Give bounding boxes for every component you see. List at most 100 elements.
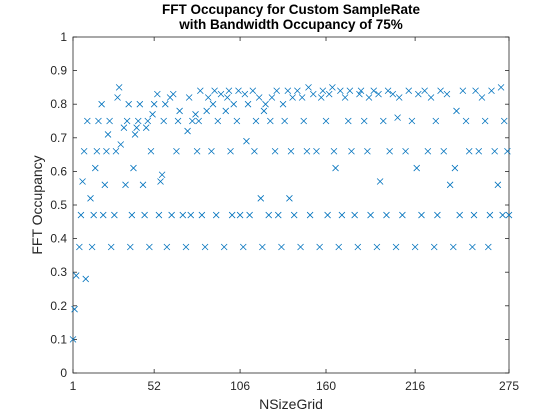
marker — [384, 87, 392, 95]
marker — [176, 107, 183, 115]
marker — [330, 147, 338, 155]
marker — [451, 164, 459, 172]
marker — [386, 147, 393, 155]
marker — [123, 117, 131, 125]
marker — [494, 181, 502, 189]
marker — [141, 211, 148, 219]
marker — [405, 87, 413, 95]
marker — [185, 94, 193, 101]
chart-title: with Bandwidth Occupancy of 75% — [178, 17, 403, 32]
marker — [201, 243, 209, 251]
marker — [268, 94, 276, 101]
marker — [329, 84, 336, 91]
plot-area — [72, 36, 510, 374]
x-tick-label: 52 — [147, 379, 161, 393]
marker — [122, 181, 129, 189]
marker — [297, 243, 304, 251]
y-tick-label: 0.7 — [50, 131, 67, 145]
marker — [450, 243, 457, 251]
marker — [462, 117, 470, 125]
marker — [104, 131, 112, 138]
marker — [212, 211, 220, 219]
marker — [380, 117, 387, 125]
marker — [259, 243, 266, 251]
marker — [430, 243, 438, 251]
marker — [169, 90, 177, 98]
marker — [271, 147, 279, 155]
y-axis-label: FFT Occupancy — [29, 155, 45, 254]
y-tick-label: 0.9 — [50, 64, 67, 78]
marker — [103, 147, 110, 155]
marker — [453, 107, 460, 115]
marker — [241, 90, 249, 98]
marker — [278, 243, 285, 251]
marker — [149, 110, 156, 118]
marker — [160, 117, 167, 125]
marker — [319, 87, 327, 95]
marker — [209, 100, 217, 108]
marker — [224, 94, 231, 101]
marker — [131, 131, 139, 138]
marker — [284, 87, 292, 95]
marker — [150, 100, 158, 108]
marker — [351, 211, 358, 219]
marker — [142, 124, 150, 132]
marker — [246, 211, 253, 219]
marker — [360, 117, 368, 125]
marker — [260, 107, 268, 115]
marker — [197, 87, 204, 95]
marker — [415, 90, 422, 98]
marker — [306, 211, 314, 219]
marker — [228, 211, 236, 219]
marker — [239, 243, 247, 251]
marker — [499, 211, 506, 219]
x-axis-label: NSizeGrid — [259, 396, 323, 412]
marker — [338, 211, 346, 219]
marker — [465, 147, 473, 155]
marker — [411, 243, 419, 251]
marker — [84, 117, 91, 125]
marker — [367, 211, 374, 219]
marker — [346, 87, 354, 95]
marker — [373, 243, 381, 251]
marker — [486, 211, 494, 219]
marker — [82, 275, 90, 283]
marker — [106, 117, 113, 125]
marker — [300, 117, 308, 125]
marker — [95, 117, 102, 125]
marker — [313, 147, 320, 155]
marker — [101, 181, 109, 189]
marker — [332, 164, 339, 172]
marker — [418, 211, 425, 219]
marker — [470, 211, 478, 219]
marker — [114, 94, 121, 101]
marker — [192, 110, 199, 118]
marker — [88, 243, 96, 251]
marker — [154, 90, 161, 98]
y-tick-label: 0.8 — [50, 97, 67, 111]
y-tick-label: 0.6 — [50, 164, 67, 178]
marker — [252, 117, 260, 125]
marker — [305, 84, 312, 91]
marker — [214, 117, 222, 125]
x-tick-label: 1 — [70, 379, 77, 393]
marker — [341, 94, 349, 101]
marker — [357, 87, 365, 95]
marker — [273, 87, 280, 95]
marker — [244, 100, 252, 108]
marker — [286, 194, 293, 202]
marker — [389, 90, 397, 98]
x-tick-label: 275 — [499, 379, 519, 393]
marker — [290, 211, 298, 219]
marker — [255, 94, 263, 101]
marker — [77, 211, 85, 219]
marker — [127, 243, 134, 251]
marker — [504, 147, 511, 155]
marker — [174, 117, 182, 125]
marker — [147, 147, 155, 155]
marker — [204, 94, 212, 101]
marker — [193, 147, 201, 155]
marker — [274, 211, 282, 219]
marker — [279, 100, 287, 108]
